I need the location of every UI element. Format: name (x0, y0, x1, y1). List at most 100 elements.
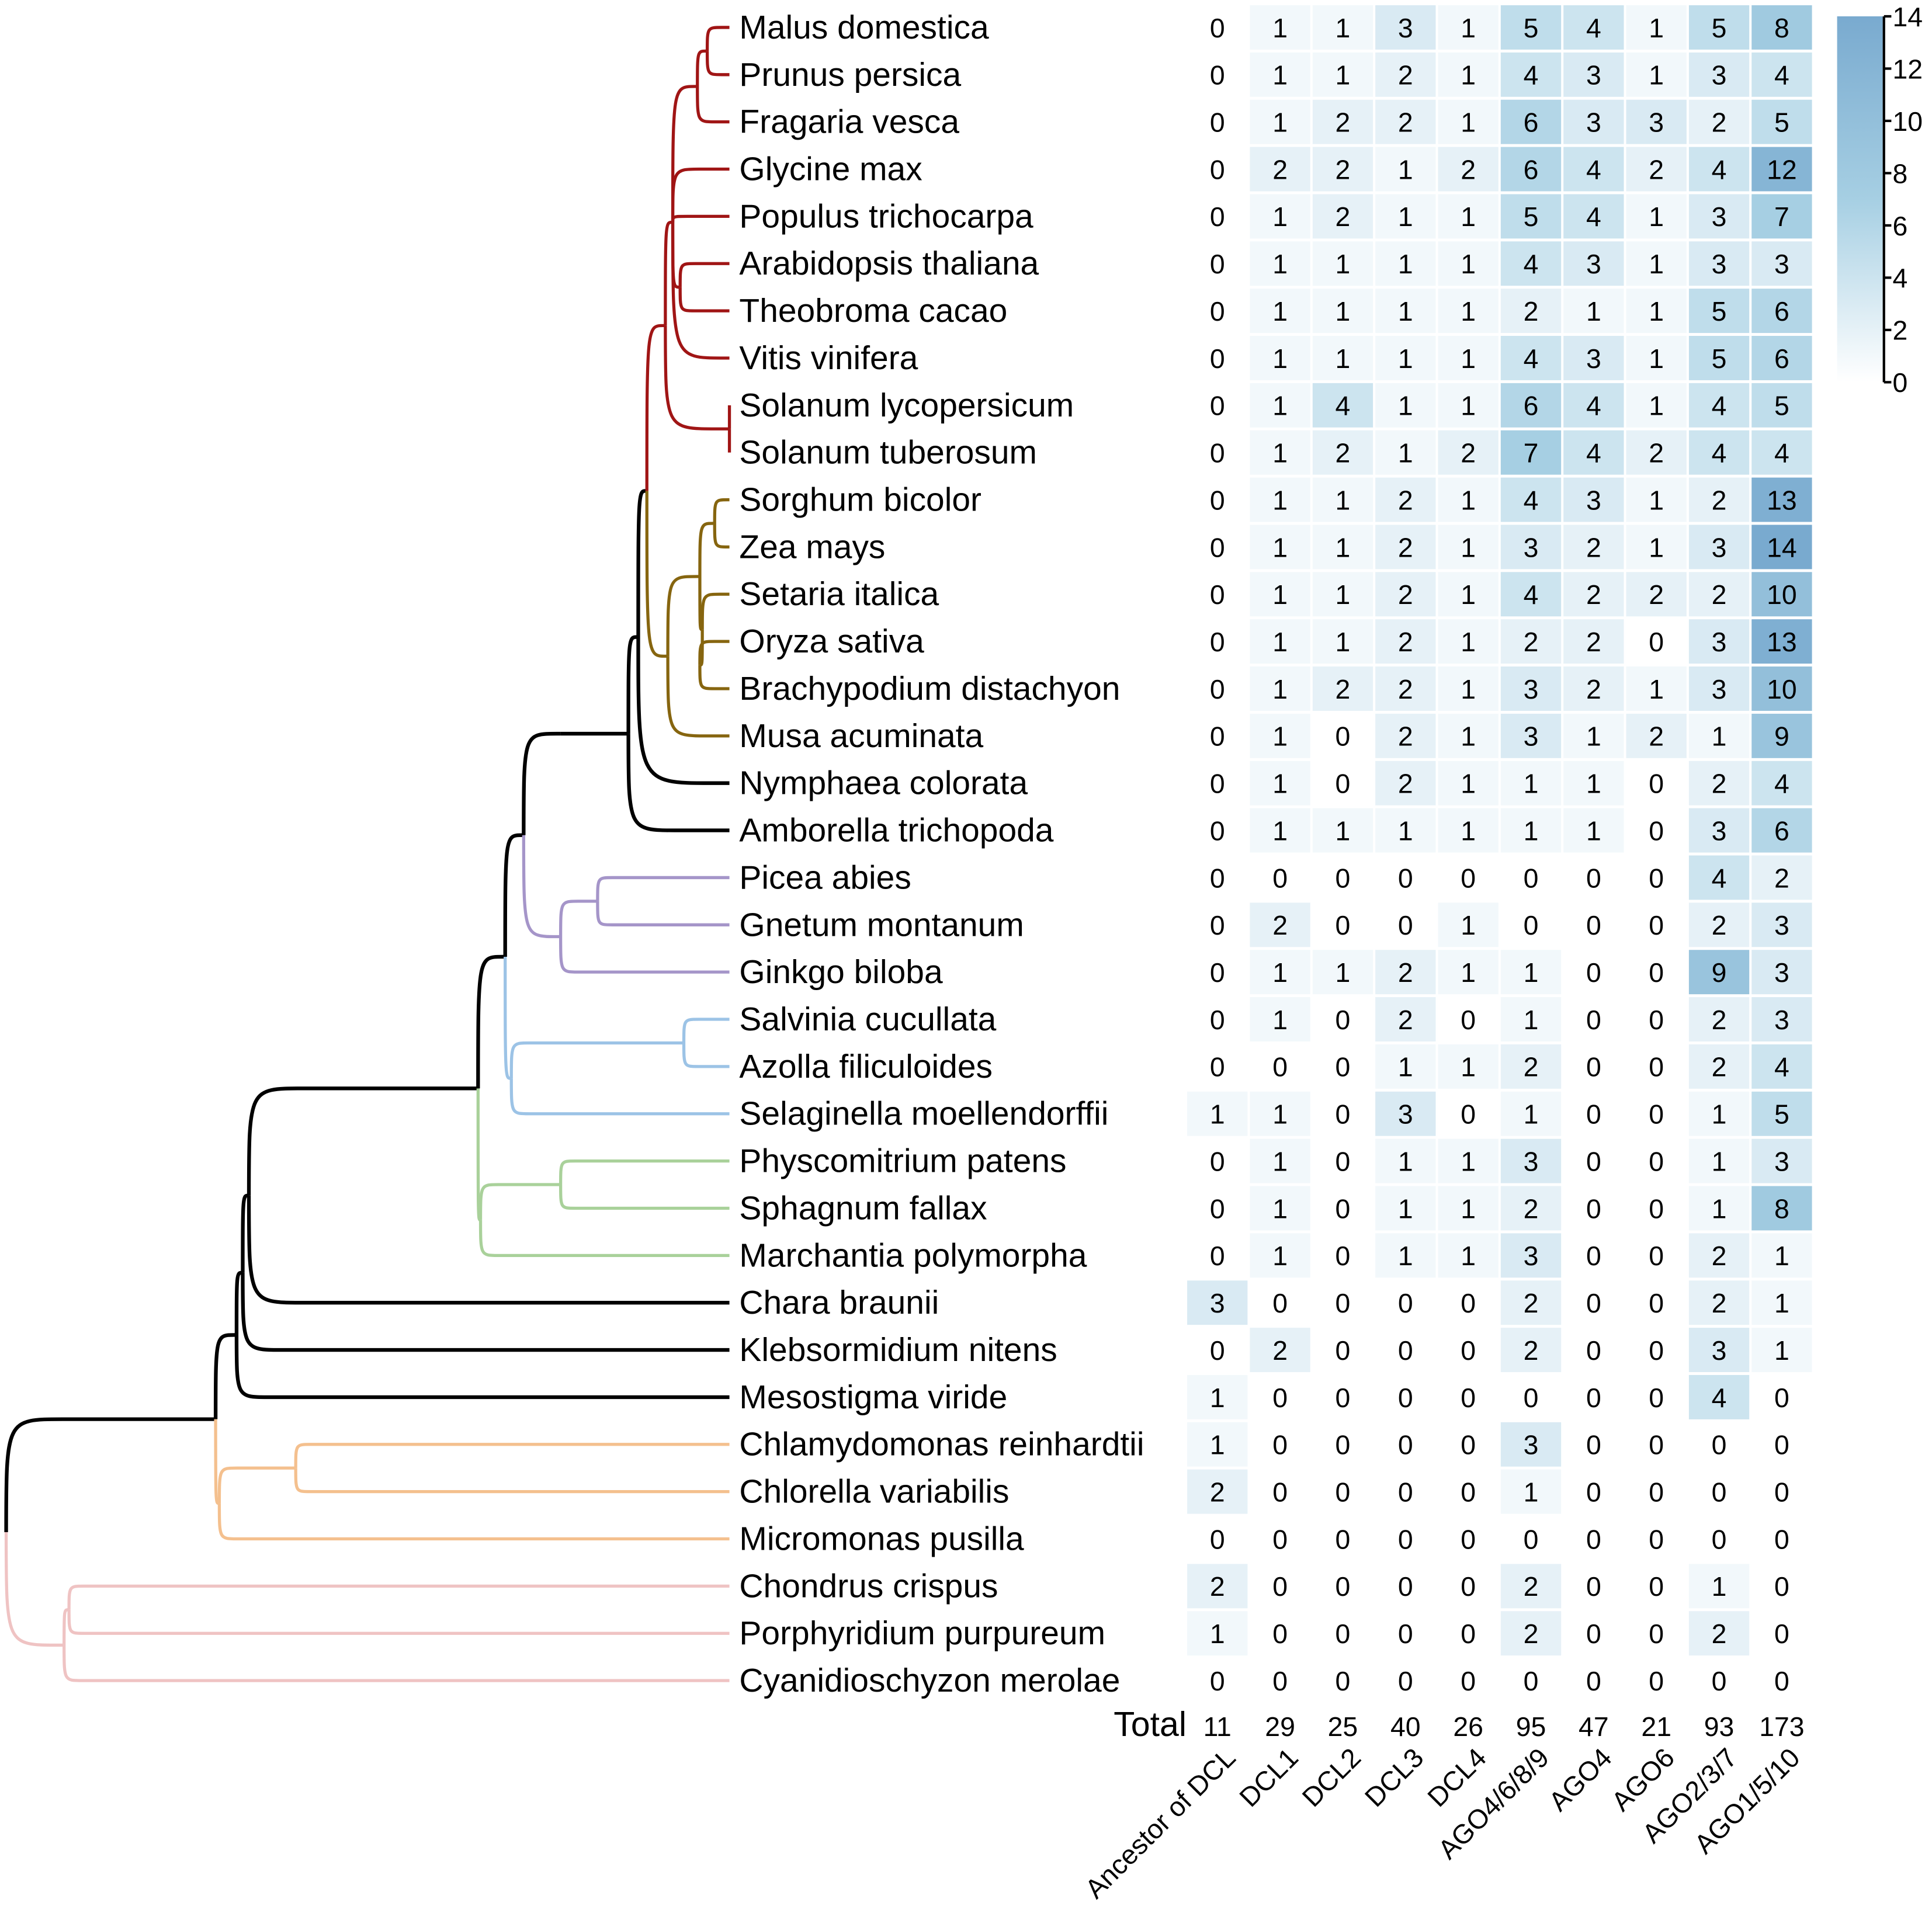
total-value: 95 (1516, 1711, 1546, 1742)
cell-value: 1 (1272, 296, 1288, 327)
cell-fill (1250, 761, 1310, 806)
cell-value: 0 (1210, 202, 1225, 232)
cell-fill (1500, 99, 1562, 144)
cell-fill (1187, 1564, 1248, 1609)
heatmap-cell: 0 (1524, 910, 1539, 940)
cell-value: 0 (1210, 249, 1225, 279)
cell-value: 2 (1398, 485, 1413, 515)
cell-value: 3 (1586, 485, 1601, 515)
cell-value: 1 (1398, 1193, 1413, 1224)
cell-value: 3 (1524, 1241, 1539, 1271)
tree-branch (234, 1335, 730, 1400)
heatmap-cell: 3 (1751, 950, 1812, 995)
cell-value: 1 (1398, 1241, 1413, 1271)
heatmap-cell: 1 (1626, 336, 1687, 380)
cell-value: 0 (1649, 1052, 1664, 1082)
heatmap-cell: 1 (1563, 761, 1624, 806)
cell-value: 1 (1712, 1099, 1727, 1130)
heatmap-cell: 5 (1500, 5, 1562, 50)
species-label: Marchantia polymorpha (739, 1237, 1087, 1274)
cell-value: 0 (1461, 1477, 1476, 1508)
tree-branch (67, 1584, 730, 1610)
cell-value: 1 (1461, 721, 1476, 752)
cell-value: 3 (1210, 1288, 1225, 1318)
cell-value: 0 (1586, 1193, 1601, 1224)
cell-value: 4 (1524, 249, 1539, 279)
cell-value: 1 (1272, 391, 1288, 421)
tree-branch (294, 1468, 730, 1494)
cell-fill (1500, 430, 1562, 475)
heatmap-cell: 3 (1688, 666, 1750, 711)
cell-fill (1500, 1280, 1562, 1325)
species-label: Musa acuminata (739, 717, 983, 755)
tree-branch (671, 167, 730, 223)
cell-fill (1438, 99, 1499, 144)
cell-value: 2 (1712, 769, 1727, 799)
cell-value: 0 (1210, 154, 1225, 185)
tree-branch (478, 1183, 561, 1220)
heatmap-cell: 1 (1250, 666, 1310, 711)
heatmap-cell: 6 (1500, 147, 1562, 192)
cell-value: 0 (1210, 107, 1225, 138)
cell-value: 4 (1524, 485, 1539, 515)
heatmap-cell: 0 (1712, 1477, 1727, 1508)
tree-branch (705, 51, 730, 77)
heatmap-cell: 1 (1438, 477, 1499, 522)
cell-fill (1688, 619, 1750, 664)
cell-fill (1375, 336, 1436, 380)
cell-value: 0 (1336, 1571, 1351, 1602)
heatmap-cell: 1 (1688, 1138, 1750, 1183)
cell-fill (1751, 713, 1812, 758)
cell-fill (1626, 336, 1687, 380)
tree-branch (666, 575, 700, 657)
heatmap-cell: 1 (1250, 1186, 1310, 1231)
cell-value: 1 (1774, 1288, 1789, 1318)
heatmap-cell: 1 (1250, 761, 1310, 806)
cell-fill (1438, 619, 1499, 664)
cell-fill (1375, 241, 1436, 286)
species-label: Cyanidioschyzon merolae (739, 1662, 1120, 1699)
cell-fill (1438, 52, 1499, 97)
heatmap-cell: 0 (1210, 1241, 1225, 1271)
heatmap-cell: 0 (1336, 1666, 1351, 1696)
cell-fill (1751, 52, 1812, 97)
cell-fill (1250, 1186, 1310, 1231)
heatmap-cell: 4 (1688, 147, 1750, 192)
heatmap-cell: 0 (1398, 1383, 1413, 1413)
column-label: DCL1 (1233, 1742, 1304, 1813)
heatmap-cell: 1 (1375, 194, 1436, 239)
cell-value: 2 (1461, 154, 1476, 185)
heatmap-cell: 0 (1272, 863, 1288, 893)
cell-value: 1 (1398, 296, 1413, 327)
cell-value: 0 (1210, 627, 1225, 657)
cell-value: 5 (1774, 391, 1789, 421)
cell-value: 2 (1712, 1288, 1727, 1318)
cell-value: 1 (1398, 154, 1413, 185)
heatmap-cell: 1 (1375, 289, 1436, 334)
cell-value: 2 (1398, 627, 1413, 657)
heatmap-cell: 2 (1563, 619, 1624, 664)
cell-value: 2 (1524, 627, 1539, 657)
heatmap-cell: 1 (1250, 430, 1310, 475)
heatmap-cell: 0 (1774, 1383, 1789, 1413)
heatmap-cell: 4 (1751, 430, 1812, 475)
tree-branch (636, 637, 730, 785)
heatmap-cell: 0 (1774, 1477, 1789, 1508)
heatmap-cell: 0 (1586, 1288, 1601, 1318)
cell-value: 7 (1774, 202, 1789, 232)
cell-fill (1375, 5, 1436, 50)
cell-value: 0 (1336, 1005, 1351, 1035)
cell-fill (1500, 666, 1562, 711)
cell-fill (1375, 383, 1436, 428)
tree-branch (698, 665, 730, 690)
heatmap-cell: 2 (1438, 147, 1499, 192)
cell-fill (1250, 241, 1310, 286)
tree-branch (504, 956, 512, 1080)
cell-fill (1626, 99, 1687, 144)
heatmap-cell: 1 (1250, 5, 1310, 50)
heatmap-cell: 1 (1250, 99, 1310, 144)
cell-value: 0 (1210, 13, 1225, 43)
heatmap-cell: 0 (1272, 1477, 1288, 1508)
heatmap-cell: 1 (1250, 194, 1310, 239)
heatmap-cell: 2 (1688, 997, 1750, 1041)
